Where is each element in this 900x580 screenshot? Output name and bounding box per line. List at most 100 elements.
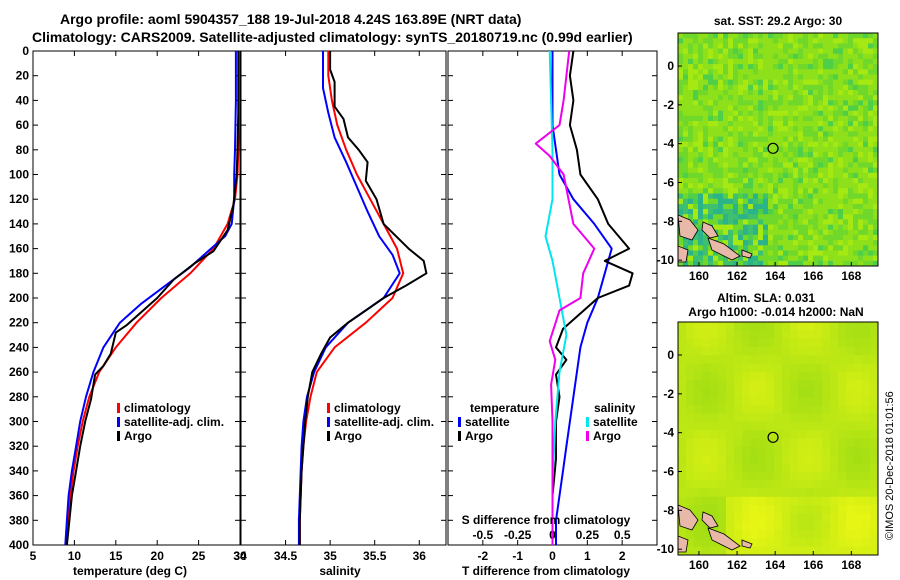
map-cell <box>702 538 711 548</box>
map-cell <box>814 471 823 481</box>
map-cell <box>843 214 849 220</box>
map-cell <box>718 388 727 398</box>
map-cell <box>863 250 869 257</box>
map-cell <box>768 162 774 169</box>
map-cell <box>688 141 694 148</box>
map-cell <box>798 538 807 548</box>
map-cell <box>713 115 719 122</box>
map-cell <box>686 405 695 415</box>
map-cell <box>778 90 784 96</box>
map-cell <box>823 74 829 81</box>
map-cell <box>683 121 689 127</box>
map-cell <box>806 480 815 489</box>
map-cell <box>793 245 799 252</box>
map-cell <box>833 255 839 262</box>
map-cell <box>710 380 719 390</box>
legend-swatch-satellite <box>117 417 120 427</box>
map-cell <box>853 193 859 200</box>
map-cell <box>823 110 829 117</box>
map-cell <box>718 234 724 241</box>
map-cell <box>726 505 735 514</box>
map-cell <box>738 214 744 220</box>
map-cell <box>678 172 684 179</box>
map-cell <box>708 121 714 127</box>
map-cell <box>822 363 831 373</box>
map-cell <box>862 388 871 398</box>
map-cell <box>766 322 775 331</box>
map-cell <box>698 84 704 91</box>
map-cell <box>703 58 709 65</box>
map-cell <box>798 121 804 127</box>
map-cell <box>753 172 759 179</box>
map-cell <box>728 79 734 86</box>
map-cell <box>806 330 815 340</box>
map-cell <box>806 521 815 531</box>
map-cell <box>862 538 871 548</box>
map-cell <box>698 178 704 184</box>
map-cell <box>788 203 794 210</box>
imos-timestamp: ©IMOS 20-Dec-2018 01:01:56 <box>884 391 896 540</box>
map-cell <box>768 84 774 91</box>
map-cell <box>688 74 694 81</box>
map-cell <box>713 84 719 91</box>
map-cell <box>798 380 807 390</box>
map-cell <box>863 188 869 195</box>
map-cell <box>814 488 823 498</box>
island-shape <box>741 249 753 259</box>
map-cell <box>678 388 687 398</box>
map-cell <box>758 110 764 117</box>
map-cell <box>868 193 874 200</box>
map-cell <box>708 255 714 262</box>
map-cell <box>868 48 874 55</box>
map-cell <box>718 69 724 75</box>
map-cell <box>798 100 804 107</box>
map-cell <box>710 322 719 331</box>
map-cell <box>848 240 854 246</box>
map-cell <box>718 74 724 81</box>
map-cell <box>873 121 878 127</box>
map-cell <box>868 53 874 60</box>
map-cell <box>790 413 799 423</box>
map-cell <box>783 79 789 86</box>
map-cell <box>803 136 809 143</box>
map-cell <box>828 90 834 96</box>
map-cell <box>833 219 839 226</box>
xtick2-label: 0.5 <box>614 528 631 542</box>
map-cell <box>778 172 784 179</box>
map-cell <box>728 214 734 220</box>
map-cell <box>768 198 774 205</box>
map-cell <box>702 463 711 473</box>
map-cell <box>773 126 779 132</box>
map-cell <box>814 538 823 548</box>
map-cell <box>766 505 775 514</box>
map-cell <box>818 48 824 55</box>
map-cell <box>838 74 844 81</box>
map-cell <box>846 480 855 489</box>
map-cell <box>803 224 809 231</box>
map-cell <box>698 234 704 241</box>
map-cell <box>778 240 784 246</box>
map-cell <box>773 224 779 231</box>
map-cell <box>838 84 844 91</box>
map-cell <box>843 48 849 55</box>
map-cell <box>793 43 799 50</box>
map-cell <box>713 167 719 174</box>
map-cell <box>708 58 714 65</box>
map-cell <box>718 371 727 381</box>
map-cell <box>742 371 751 381</box>
map-cell <box>734 421 743 431</box>
map-cell <box>833 79 839 86</box>
map-cell <box>806 322 815 331</box>
map-cell <box>743 131 749 138</box>
map-cell <box>803 209 809 215</box>
map-cell <box>758 430 767 440</box>
map-cell <box>788 152 794 158</box>
map-cell <box>858 152 864 158</box>
map-cell <box>828 255 834 262</box>
map-cell <box>753 126 759 132</box>
map-cell <box>790 455 799 464</box>
map-cell <box>854 396 863 406</box>
map-cell <box>873 209 878 215</box>
map-cell <box>853 250 859 257</box>
map-cell <box>768 167 774 174</box>
